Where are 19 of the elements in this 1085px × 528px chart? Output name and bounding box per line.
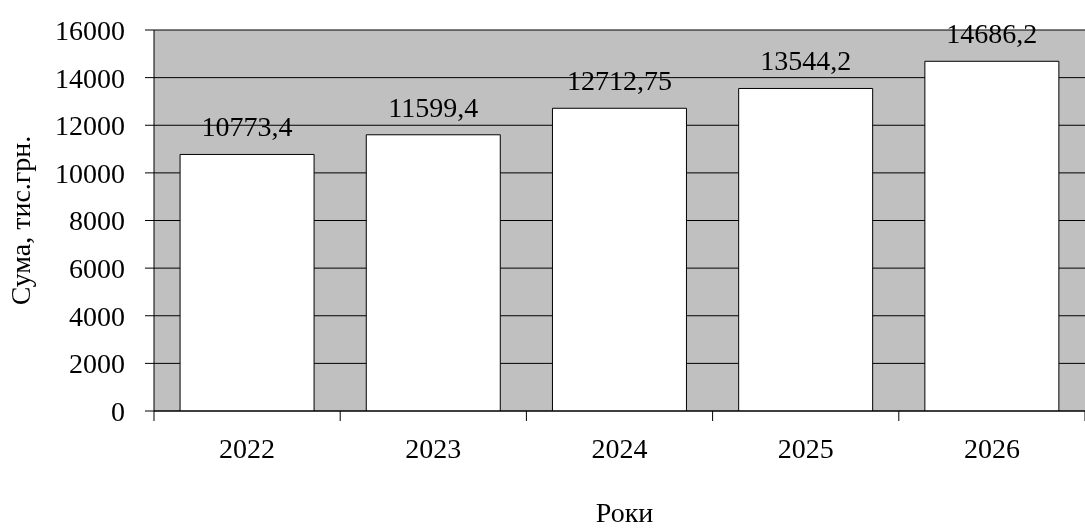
y-tick-label: 2000 (69, 348, 125, 380)
x-tick-label: 2023 (405, 432, 462, 464)
data-label: 13544,2 (760, 45, 852, 77)
x-axis-title: Роки (595, 497, 654, 528)
y-tick-label: 12000 (55, 110, 125, 142)
y-tick-label: 16000 (55, 14, 125, 46)
x-tick-label: 2024 (591, 432, 648, 464)
y-tick-label: 4000 (69, 300, 125, 332)
y-tick-label: 0 (111, 395, 125, 427)
x-tick-label: 2026 (963, 432, 1020, 464)
y-tick-label: 8000 (69, 205, 125, 237)
y-tick-label: 6000 (69, 253, 125, 285)
y-axis-title: Сума, тис.грн. (4, 135, 36, 306)
data-label: 11599,4 (388, 91, 479, 123)
data-label: 14686,2 (946, 18, 1038, 50)
y-tick-label: 10000 (55, 157, 125, 189)
y-tick-label: 14000 (55, 62, 125, 94)
x-tick-label: 2022 (219, 432, 276, 464)
x-tick-label: 2025 (777, 432, 834, 464)
